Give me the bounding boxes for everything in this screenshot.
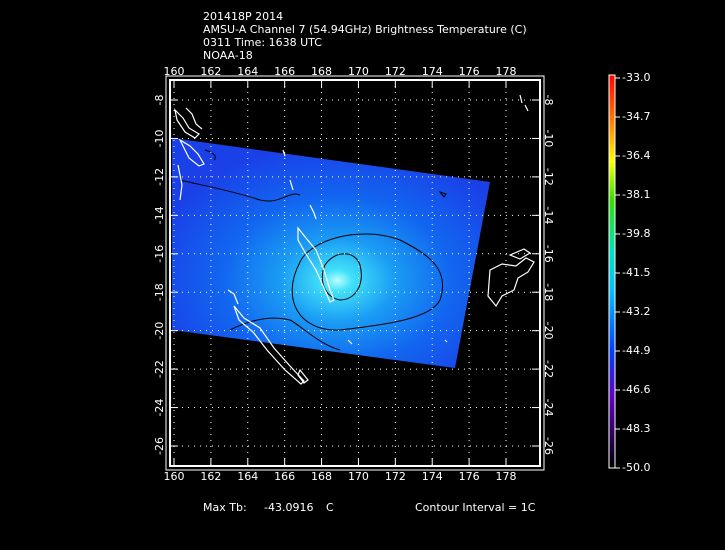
colorbar-label: -39.8 [622, 227, 650, 240]
lat-label-right: -24 [542, 399, 555, 417]
lon-label-top: 178 [496, 65, 517, 78]
colorbar-label: -46.6 [622, 383, 650, 396]
colorbar-label: -34.7 [622, 110, 650, 123]
lon-label-bottom: 176 [459, 470, 480, 483]
colorbar-label: -33.0 [622, 71, 650, 84]
lat-label-right: -22 [542, 360, 555, 378]
max-value: -43.0916 [264, 501, 313, 514]
header-line: AMSU-A Channel 7 (54.94GHz) Brightness T… [203, 23, 527, 36]
lon-label-top: 166 [274, 65, 295, 78]
lon-label-top: 172 [385, 65, 406, 78]
colorbar-label: -48.3 [622, 422, 650, 435]
header-line: NOAA-18 [203, 49, 253, 62]
lat-label-left: -26 [153, 437, 166, 455]
contour-interval: Contour Interval = 1C [415, 501, 536, 514]
lat-label-right: -8 [542, 95, 555, 106]
lat-label-left: -20 [153, 322, 166, 340]
lon-label-top: 170 [348, 65, 369, 78]
colorbar-label: -36.4 [622, 149, 650, 162]
lon-label-bottom: 170 [348, 470, 369, 483]
colorbar-label: -38.1 [622, 188, 650, 201]
lat-label-right: -12 [542, 168, 555, 186]
lat-label-left: -18 [153, 283, 166, 301]
lon-label-bottom: 164 [237, 470, 258, 483]
max-unit: C [326, 501, 334, 514]
header-line: 201418P 2014 [203, 10, 283, 23]
lat-label-left: -10 [153, 129, 166, 147]
lon-label-bottom: 174 [422, 470, 443, 483]
lat-label-left: -8 [153, 95, 166, 106]
lat-label-left: -16 [153, 245, 166, 263]
colorbar-label: -41.5 [622, 266, 650, 279]
max-label: Max Tb: [203, 501, 247, 514]
lon-label-top: 174 [422, 65, 443, 78]
lon-label-top: 164 [237, 65, 258, 78]
colorbar-label: -50.0 [622, 461, 650, 474]
lat-label-left: -12 [153, 168, 166, 186]
lon-label-top: 162 [200, 65, 221, 78]
lat-label-right: -14 [542, 206, 555, 224]
lat-label-right: -26 [542, 437, 555, 455]
lat-label-left: -24 [153, 399, 166, 417]
map-outer-frame [165, 75, 545, 471]
lon-label-bottom: 166 [274, 470, 295, 483]
satellite-swath [172, 138, 490, 368]
lat-label-right: -10 [542, 129, 555, 147]
lon-label-bottom: 162 [200, 470, 221, 483]
colorbar [608, 74, 616, 469]
lat-label-right: -20 [542, 322, 555, 340]
header-line: 0311 Time: 1638 UTC [203, 36, 322, 49]
lon-label-bottom: 178 [496, 470, 517, 483]
colorbar-label: -43.2 [622, 305, 650, 318]
map-frame [169, 79, 541, 467]
lat-label-right: -16 [542, 245, 555, 263]
lon-label-bottom: 160 [164, 470, 185, 483]
colorbar-label: -44.9 [622, 344, 650, 357]
lon-label-top: 168 [311, 65, 332, 78]
lon-label-bottom: 172 [385, 470, 406, 483]
coastlines [174, 94, 535, 385]
lon-label-bottom: 168 [311, 470, 332, 483]
lat-label-left: -14 [153, 206, 166, 224]
lon-label-top: 160 [164, 65, 185, 78]
lat-label-left: -22 [153, 360, 166, 378]
lon-label-top: 176 [459, 65, 480, 78]
lat-label-right: -18 [542, 283, 555, 301]
